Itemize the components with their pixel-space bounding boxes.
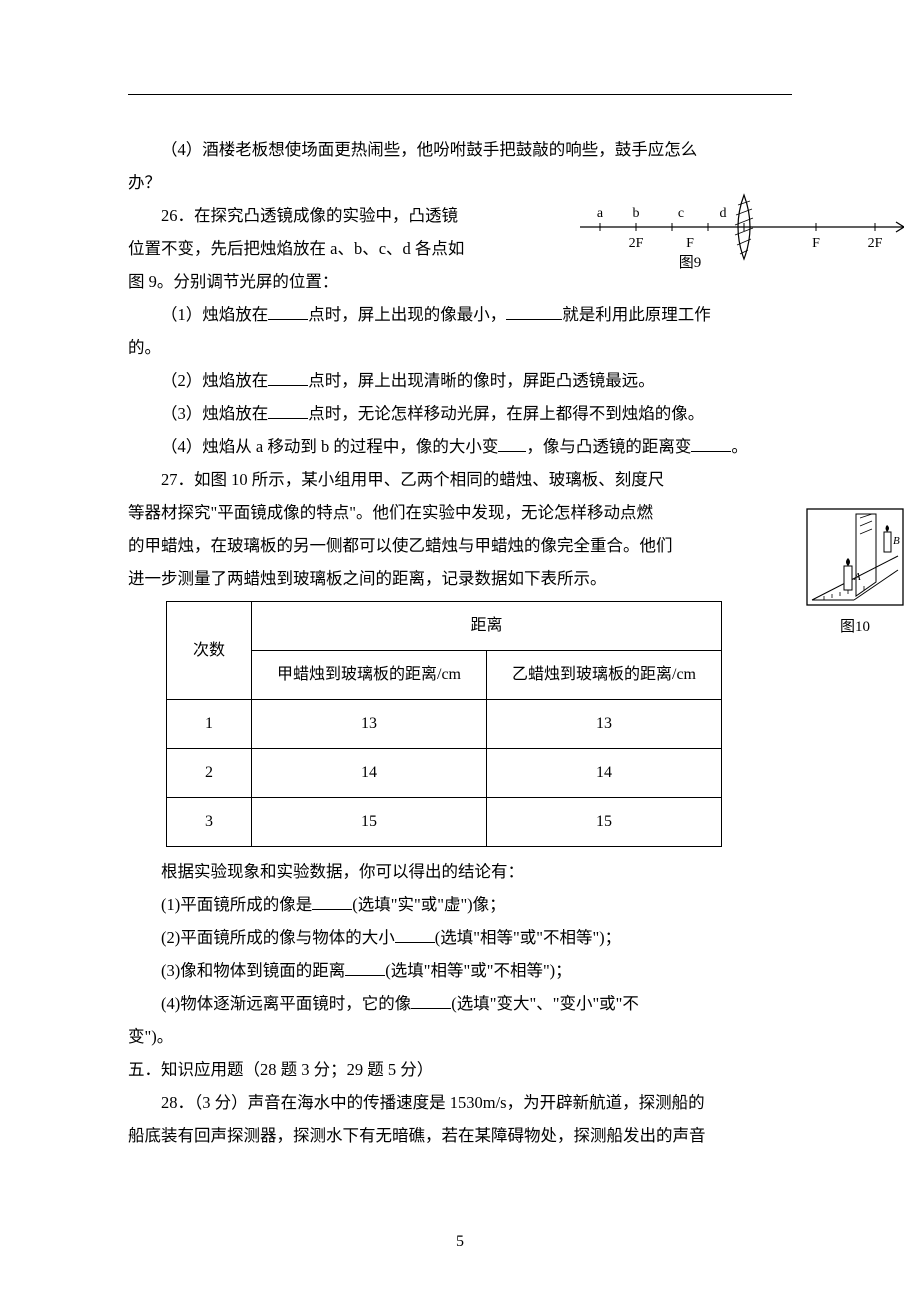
q26-wrap: 26．在探究凸透镜成像的实验中，凸透镜 位置不变，先后把烛焰放在 a、b、c、d… bbox=[128, 199, 792, 298]
q26-3: （3）烛焰放在 点时，无论怎样移动光屏，在屏上都得不到烛焰的像。 bbox=[128, 397, 792, 430]
svg-text:2F: 2F bbox=[629, 236, 644, 251]
svg-text:b: b bbox=[633, 206, 640, 221]
q27-c3b: (选填"相等"或"不相等")； bbox=[385, 961, 571, 980]
cell: 13 bbox=[487, 700, 722, 749]
figure-10-caption: 图10 bbox=[806, 616, 904, 638]
table-row: 2 14 14 bbox=[167, 749, 722, 798]
q26-1a: （1）烛焰放在 bbox=[161, 305, 268, 324]
blank bbox=[498, 436, 526, 452]
q27-c2a: (2)平面镜所成的像与物体的大小 bbox=[161, 928, 395, 947]
svg-text:F: F bbox=[812, 236, 820, 251]
table-row: 3 15 15 bbox=[167, 798, 722, 847]
q27-c1: (1)平面镜所成的像是 (选填"实"或"虚")像； bbox=[128, 888, 792, 921]
blank bbox=[345, 960, 385, 976]
blank bbox=[268, 403, 308, 419]
figure-9: a b c d 2F F F 2F bbox=[580, 187, 904, 273]
svg-text:c: c bbox=[678, 206, 684, 221]
section-5: 五．知识应用题（28 题 3 分；29 题 5 分） bbox=[128, 1053, 792, 1086]
q26-1d: 的。 bbox=[128, 331, 792, 364]
cell: 3 bbox=[167, 798, 252, 847]
q27-l1: 27．如图 10 所示，某小组用甲、乙两个相同的蜡烛、玻璃板、刻度尺 bbox=[128, 463, 686, 496]
q26-intro-2: 位置不变，先后把烛焰放在 a、b、c、d 各点如 bbox=[128, 232, 528, 265]
q26-4c: 。 bbox=[731, 437, 748, 456]
q25-4-line1: （4）酒楼老板想使场面更热闹些，他吩咐鼓手把鼓敲的响些，鼓手应怎么 bbox=[128, 133, 792, 166]
blank bbox=[395, 927, 435, 943]
q28-l1: 28．（3 分）声音在海水中的传播速度是 1530m/s，为开辟新航道，探测船的 bbox=[128, 1086, 792, 1119]
svg-text:A: A bbox=[853, 571, 861, 583]
q27-c2b: (选填"相等"或"不相等")； bbox=[435, 928, 621, 947]
q26-intro-3: 图 9。分别调节光屏的位置： bbox=[128, 265, 528, 298]
cell: 2 bbox=[167, 749, 252, 798]
q26-1b: 点时，屏上出现的像最小， bbox=[308, 305, 506, 324]
q26-3a: （3）烛焰放在 bbox=[161, 404, 268, 423]
page-number: 5 bbox=[0, 1226, 920, 1258]
q27-c2: (2)平面镜所成的像与物体的大小 (选填"相等"或"不相等")； bbox=[128, 921, 792, 954]
q26-2b: 点时，屏上出现清晰的像时，屏距凸透镜最远。 bbox=[308, 371, 655, 390]
q28-l2: 船底装有回声探测器，探测水下有无暗礁，若在某障碍物处，探测船发出的声音 bbox=[128, 1119, 792, 1152]
q27-c4: (4)物体逐渐远离平面镜时，它的像 (选填"变大"、"变小"或"不 bbox=[128, 987, 792, 1020]
svg-text:d: d bbox=[720, 206, 727, 221]
blank bbox=[411, 993, 451, 1009]
q27-c1a: (1)平面镜所成的像是 bbox=[161, 895, 312, 914]
q27-concl: 根据实验现象和实验数据，你可以得出的结论有： bbox=[128, 855, 792, 888]
cell: 14 bbox=[252, 749, 487, 798]
q26-1c: 就是利用此原理工作 bbox=[562, 305, 711, 324]
q27-l3: 的甲蜡烛，在玻璃板的另一侧都可以使乙蜡烛与甲蜡烛的像完全重合。他们 bbox=[128, 529, 686, 562]
svg-text:a: a bbox=[597, 206, 604, 221]
q27-c4c: 变")。 bbox=[128, 1020, 792, 1053]
blank bbox=[268, 304, 308, 320]
q26-2: （2）烛焰放在 点时，屏上出现清晰的像时，屏距凸透镜最远。 bbox=[128, 364, 792, 397]
cell: 15 bbox=[252, 798, 487, 847]
th-d2: 乙蜡烛到玻璃板的距离/cm bbox=[487, 651, 722, 700]
th-count: 次数 bbox=[167, 602, 252, 700]
blank bbox=[312, 894, 352, 910]
figure-10: A B 图10 bbox=[806, 508, 904, 638]
q27-wrap: 27．如图 10 所示，某小组用甲、乙两个相同的蜡烛、玻璃板、刻度尺 等器材探究… bbox=[128, 463, 792, 595]
q26-4b: ，像与凸透镜的距离变 bbox=[526, 437, 691, 456]
table-row: 1 13 13 bbox=[167, 700, 722, 749]
th-d1: 甲蜡烛到玻璃板的距离/cm bbox=[252, 651, 487, 700]
q27-l4: 进一步测量了两蜡烛到玻璃板之间的距离，记录数据如下表所示。 bbox=[128, 562, 686, 595]
svg-text:B: B bbox=[893, 535, 900, 547]
svg-text:F: F bbox=[686, 236, 694, 251]
q26-4: （4）烛焰从 a 移动到 b 的过程中，像的大小变 ，像与凸透镜的距离变 。 bbox=[128, 430, 792, 463]
cell: 14 bbox=[487, 749, 722, 798]
q27-c3: (3)像和物体到镜面的距离 (选填"相等"或"不相等")； bbox=[128, 954, 792, 987]
q27-c4a: (4)物体逐渐远离平面镜时，它的像 bbox=[161, 994, 411, 1013]
q27-l2: 等器材探究"平面镜成像的特点"。他们在实验中发现，无论怎样移动点燃 bbox=[128, 496, 686, 529]
blank bbox=[506, 304, 562, 320]
svg-text:2F: 2F bbox=[868, 236, 883, 251]
th-dist: 距离 bbox=[252, 602, 722, 651]
q26-1: （1）烛焰放在 点时，屏上出现的像最小， 就是利用此原理工作 bbox=[128, 298, 792, 331]
q27-c3a: (3)像和物体到镜面的距离 bbox=[161, 961, 345, 980]
blank bbox=[268, 370, 308, 386]
cell: 15 bbox=[487, 798, 722, 847]
q26-4a: （4）烛焰从 a 移动到 b 的过程中，像的大小变 bbox=[161, 437, 498, 456]
q27-c1b: (选填"实"或"虚")像； bbox=[352, 895, 505, 914]
blank bbox=[691, 436, 731, 452]
q26-intro-1: 26．在探究凸透镜成像的实验中，凸透镜 bbox=[128, 199, 528, 232]
data-table: 次数 距离 甲蜡烛到玻璃板的距离/cm 乙蜡烛到玻璃板的距离/cm 1 13 1… bbox=[166, 601, 722, 847]
cell: 13 bbox=[252, 700, 487, 749]
q26-3b: 点时，无论怎样移动光屏，在屏上都得不到烛焰的像。 bbox=[308, 404, 704, 423]
q27-c4b: (选填"变大"、"变小"或"不 bbox=[451, 994, 639, 1013]
svg-text:图9: 图9 bbox=[679, 254, 702, 271]
q26-2a: （2）烛焰放在 bbox=[161, 371, 268, 390]
cell: 1 bbox=[167, 700, 252, 749]
top-rule bbox=[128, 94, 792, 95]
